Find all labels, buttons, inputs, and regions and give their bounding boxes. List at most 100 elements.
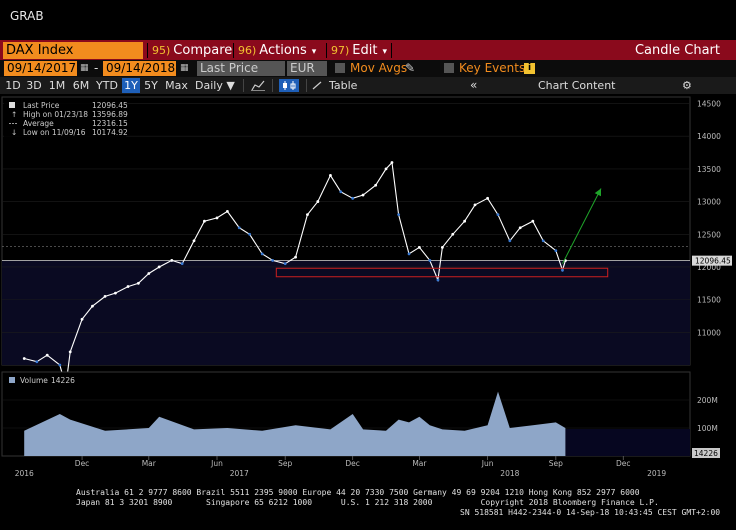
price-point	[463, 219, 467, 223]
price-point	[271, 259, 275, 262]
volume-panel: 100M 200M Volume 14226 14226	[1, 371, 720, 458]
volume-legend-label: Volume	[20, 376, 48, 385]
calendar-icon[interactable]: ▦	[180, 63, 189, 73]
period-3d[interactable]: 3D	[26, 79, 42, 92]
date-tick-label: Sep	[278, 459, 292, 468]
below-last-price-shade	[2, 260, 690, 365]
table-button[interactable]: Table	[329, 79, 358, 92]
volume-tag-value: 14226	[694, 449, 718, 458]
volume-tick-label: 100M	[697, 424, 718, 433]
price-tick-label: 12000	[697, 263, 721, 272]
toolbar-divider	[326, 43, 327, 58]
price-point	[436, 278, 440, 282]
edit-shortcut: 97)	[331, 44, 350, 57]
key-events-checkbox[interactable]	[444, 63, 454, 73]
year-label: 2018	[500, 469, 519, 478]
date-tick-label: Mar	[412, 459, 427, 468]
currency-selector[interactable]: EUR	[287, 61, 327, 76]
price-point	[215, 216, 219, 220]
price-point	[225, 209, 229, 213]
ticker-field[interactable]: DAX Index	[3, 42, 143, 59]
legend-value-last-price: 12096.45	[92, 101, 128, 110]
volume-bars	[24, 391, 566, 456]
start-date-field[interactable]: 09/14/2017	[4, 61, 77, 76]
date-tick-label: Dec	[345, 459, 360, 468]
collapse-icon[interactable]: «	[470, 78, 478, 92]
mov-avgs-checkbox[interactable]	[335, 63, 345, 73]
last-price-tag-value: 12096.45	[695, 257, 731, 266]
window-title-bar: GRAB	[0, 0, 736, 40]
price-gridlines	[2, 103, 690, 333]
price-axis: 11000 11500 12000 12500 13000 13500 14000 14500	[697, 100, 721, 338]
edit-button[interactable]: 97) Edit ▾	[331, 42, 387, 59]
period-1y[interactable]: 1Y	[122, 78, 140, 93]
price-point	[361, 193, 365, 197]
date-tick-label: Mar	[142, 459, 157, 468]
price-panel: 11000 11500 12000 12500 13000 13500 14000 14500…	[1, 96, 732, 388]
frequency-dropdown[interactable]: Daily ▼	[195, 79, 235, 92]
price-point	[451, 232, 455, 236]
price-tick-label: 14000	[697, 132, 721, 141]
settings-bar: 09/14/2017 ▦ - 09/14/2018 ▦ Last Price E…	[0, 60, 736, 77]
date-tick-label: Sep	[549, 459, 563, 468]
edit-label: Edit	[352, 43, 378, 58]
actions-caret-icon: ▾	[311, 47, 317, 57]
calendar-icon[interactable]: ▦	[80, 63, 89, 73]
legend-down-arrow-icon: ↓	[11, 128, 17, 137]
line-chart-icon[interactable]	[251, 80, 265, 91]
date-axis: Dec Mar Jun Sep Dec Mar Jun Sep Dec 2016 2017 2018 2…	[15, 456, 666, 478]
info-icon[interactable]: i	[524, 63, 535, 74]
period-max[interactable]: Max	[165, 79, 188, 92]
price-point	[384, 167, 388, 171]
period-1d[interactable]: 1D	[5, 79, 21, 92]
chart-content-button[interactable]: Chart Content	[538, 79, 616, 92]
legend-value-average: 12316.15	[92, 119, 128, 128]
footer-session-line: SN 518581 H442-2344-0 14-Sep-18 10:43:45…	[460, 508, 721, 517]
trend-arrow-annotation[interactable]	[562, 188, 602, 264]
legend-label-high: High on 01/23/18	[23, 110, 88, 119]
price-point	[508, 239, 512, 243]
mov-avgs-label[interactable]: Mov Avgs	[350, 61, 408, 75]
price-point	[45, 353, 49, 357]
date-tick-label: Dec	[616, 459, 631, 468]
compare-button[interactable]: 95) Compare	[152, 42, 232, 59]
chart-area: 11000 11500 12000 12500 13000 13500 14000 14500…	[1, 96, 732, 478]
field-selector[interactable]: Last Price	[197, 61, 285, 76]
period-6m[interactable]: 6M	[72, 79, 90, 92]
price-tick-label: 11000	[697, 328, 721, 337]
key-events-label[interactable]: Key Events	[459, 61, 526, 75]
price-point	[531, 219, 535, 223]
chart-type-label[interactable]: Candle Chart	[634, 43, 720, 58]
drawing-tool-icon[interactable]	[312, 81, 322, 90]
volume-tick-label: 200M	[697, 396, 718, 405]
price-point	[180, 262, 184, 266]
price-point	[440, 245, 444, 249]
actions-shortcut: 96)	[238, 44, 257, 57]
actions-label: Actions	[259, 43, 307, 58]
legend-label-low: Low on 11/09/16	[23, 128, 86, 137]
year-label: 2017	[230, 469, 249, 478]
price-point	[518, 226, 522, 230]
gear-icon[interactable]: ⚙	[682, 79, 692, 92]
support-zone-annotation[interactable]	[275, 267, 609, 278]
toolbar-divider	[147, 43, 148, 58]
actions-button[interactable]: 96) Actions ▾	[238, 42, 316, 59]
price-point	[473, 203, 477, 207]
footer-contacts-line: Australia 61 2 9777 8600 Brazil 5511 239…	[76, 488, 640, 497]
price-point	[541, 239, 545, 243]
price-point	[283, 262, 287, 266]
app-title: GRAB	[10, 9, 44, 23]
end-date-field[interactable]: 09/14/2018	[103, 61, 176, 76]
period-1m[interactable]: 1M	[48, 79, 66, 92]
candle-chart-icon[interactable]	[279, 79, 299, 92]
date-range-dash: -	[94, 61, 99, 75]
price-point	[126, 285, 130, 288]
price-legend-background	[4, 99, 126, 141]
period-5y[interactable]: 5Y	[144, 79, 158, 92]
year-label: 2016	[15, 469, 34, 478]
period-ytd[interactable]: YTD	[96, 79, 118, 92]
price-point	[496, 213, 500, 217]
volume-tag-background	[692, 448, 720, 458]
pencil-icon[interactable]: ✎	[405, 61, 416, 75]
price-point	[237, 226, 241, 230]
